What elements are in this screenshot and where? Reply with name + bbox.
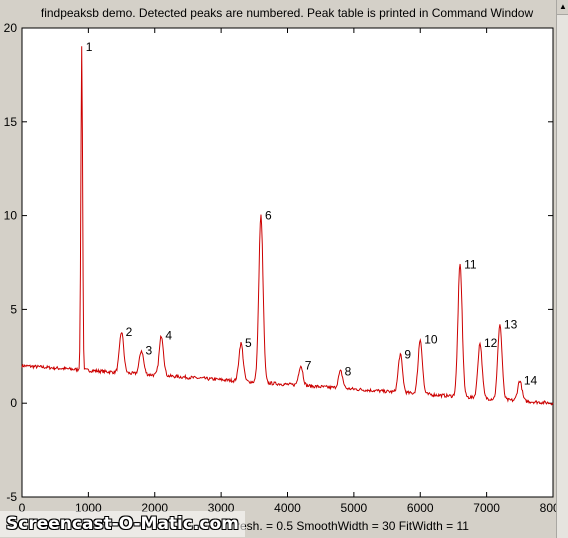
peak-label: 1	[86, 40, 93, 54]
x-tick-label: 0	[19, 501, 26, 515]
footer-parameters: Thresh. = 0.5 SmoothWidth = 30 FitWidth …	[222, 519, 469, 533]
y-tick-label: 10	[4, 209, 18, 223]
axis-ticks	[21, 27, 554, 498]
y-tick-label: 15	[4, 115, 18, 129]
peak-label: 3	[145, 344, 152, 358]
peak-label: 12	[484, 336, 498, 350]
peak-label: 5	[245, 336, 252, 350]
y-tick-label: 5	[10, 302, 17, 316]
signal-line	[21, 46, 554, 406]
peak-label: 7	[305, 359, 312, 373]
watermark-logo: Screencast-O-Matic.com	[0, 511, 245, 537]
y-tick-label: -5	[6, 490, 17, 504]
plot-area	[21, 27, 554, 498]
vertical-scrollbar[interactable]: ▲	[556, 0, 568, 538]
chart-title: findpeaksb demo. Detected peaks are numb…	[41, 6, 534, 20]
peak-label: 10	[424, 332, 438, 346]
x-tick-label: 7000	[473, 501, 500, 515]
peak-label: 11	[464, 257, 477, 271]
y-tick-label: 20	[4, 21, 18, 35]
peak-label: 8	[345, 364, 352, 378]
peak-label: 6	[265, 209, 272, 223]
y-tick-label: 0	[10, 396, 17, 410]
x-tick-label: 5000	[341, 501, 368, 515]
scroll-up-arrow-icon[interactable]: ▲	[557, 0, 568, 15]
peak-label: 13	[504, 317, 518, 331]
x-tick-label: 6000	[407, 501, 434, 515]
x-tick-label: 4000	[274, 501, 301, 515]
peak-label: 14	[524, 374, 538, 388]
peak-label: 9	[404, 347, 411, 361]
peak-label: 2	[126, 325, 133, 339]
peak-label: 4	[165, 329, 172, 343]
